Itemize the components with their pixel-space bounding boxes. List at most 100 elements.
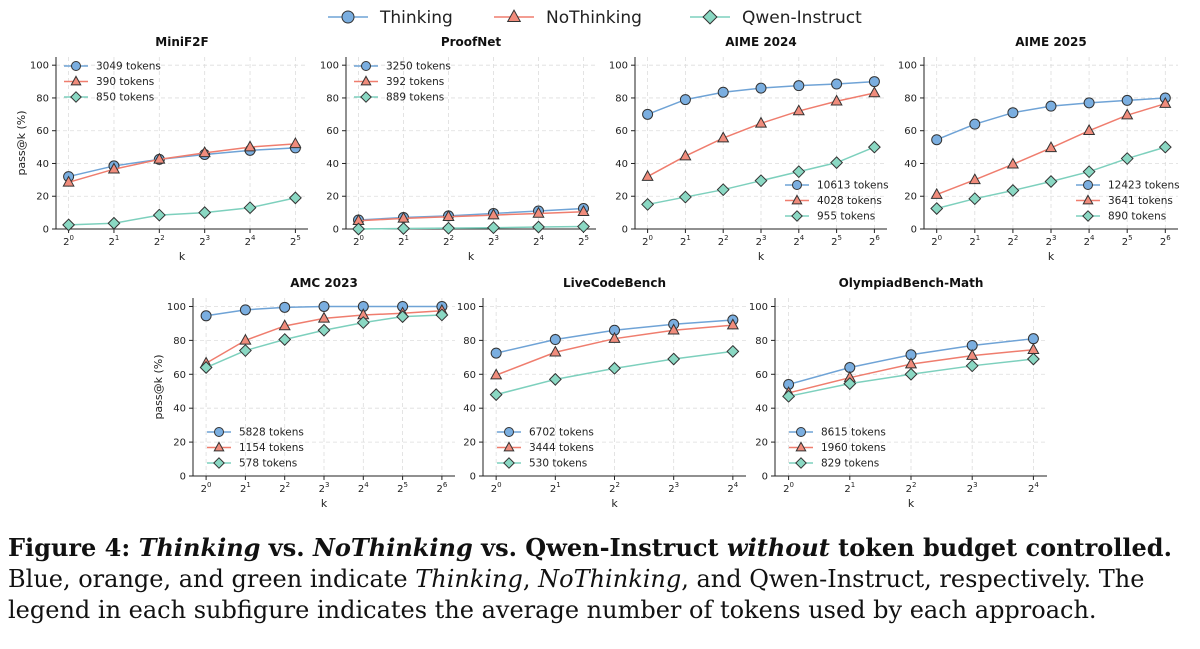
data-point	[442, 221, 455, 235]
legend-label: 390 tokens	[96, 76, 154, 88]
legend-marker	[796, 427, 806, 437]
x-tick-label: 22	[718, 234, 729, 248]
data-point	[1044, 175, 1058, 188]
top-legend-item: Thinking	[328, 8, 453, 28]
figure-caption: Figure 4: Thinking vs. NoThinking vs. Qw…	[8, 532, 1194, 626]
data-point	[726, 344, 740, 358]
caption-label: Figure 4:	[8, 533, 139, 562]
data-point	[679, 94, 691, 106]
data-point	[577, 205, 590, 217]
data-point	[608, 361, 621, 375]
data-point	[1045, 100, 1057, 112]
data-point	[62, 175, 75, 187]
x-tick-label: 20	[201, 481, 212, 495]
data-point	[716, 183, 730, 197]
legend-marker	[214, 427, 224, 437]
legend-label: 850 tokens	[96, 92, 154, 104]
data-point	[238, 344, 252, 358]
data-point	[318, 300, 330, 312]
legend-entry: 392 tokens	[354, 75, 444, 88]
series-line	[358, 207, 584, 221]
legend-marker	[504, 427, 514, 437]
data-point	[435, 308, 449, 322]
caption-t2: vs.	[260, 533, 313, 562]
legend-marker	[795, 441, 807, 452]
chart-panel: 0 20 40 60 80 100 20 21 22 23 24 25 26 AMC 2023 k pass@…	[152, 276, 455, 510]
data-point	[1082, 165, 1096, 179]
x-axis-label: k	[468, 250, 475, 263]
x-tick-label: 22	[154, 234, 165, 248]
data-point	[356, 316, 370, 330]
data-point	[200, 310, 212, 322]
data-point	[278, 333, 292, 346]
chart-title: ProofNet	[441, 35, 502, 49]
figure: Thinking NoThinking Qwen-Instruct 0 20 40 60 80…	[15, 8, 1180, 510]
top-legend-item: NoThinking	[494, 8, 642, 28]
x-tick-label: 23	[319, 481, 330, 495]
x-tick-label: 20	[63, 234, 74, 248]
y-tick-label: 0	[622, 225, 628, 236]
legend-entry: 4028 tokens	[785, 194, 882, 207]
legend-label: 12423 tokens	[1108, 180, 1180, 192]
legend-entry: 8615 tokens	[789, 427, 886, 439]
chart-title: OlympiadBench-Math	[839, 276, 984, 290]
legend-label: 3641 tokens	[1108, 195, 1173, 207]
x-tick-label: 25	[1122, 234, 1133, 248]
data-point	[1121, 108, 1134, 120]
legend-entry: 390 tokens	[64, 75, 154, 88]
legend-label: 530 tokens	[529, 458, 587, 470]
x-tick-label: 24	[533, 234, 544, 248]
data-point	[549, 334, 561, 346]
legend-marker	[795, 457, 807, 469]
x-tick-label: 23	[1046, 234, 1057, 248]
y-tick-label: 0	[43, 225, 49, 236]
legend-marker	[361, 61, 371, 71]
chart-panel: 0 20 40 60 80 100 20 21 22 23 24 LiveCodeBench k 6702…	[457, 276, 746, 510]
legend-marker	[503, 441, 515, 452]
legend-label: 8615 tokens	[821, 427, 886, 439]
legend-label: 955 tokens	[817, 211, 875, 223]
chart-title: AMC 2023	[290, 276, 358, 290]
data-point	[793, 80, 805, 92]
data-point	[678, 190, 692, 204]
x-tick-label: 25	[831, 234, 842, 248]
y-tick-label: 40	[755, 404, 768, 415]
y-tick-label: 40	[463, 404, 476, 415]
y-tick-label: 40	[904, 159, 917, 170]
y-tick-label: 80	[36, 93, 49, 104]
legend-entry: 3049 tokens	[64, 61, 161, 73]
x-tick-label: 21	[969, 234, 980, 248]
legend-label: 392 tokens	[386, 76, 444, 88]
data-point	[867, 140, 881, 154]
data-point	[968, 192, 982, 206]
y-tick-label: 20	[36, 192, 49, 203]
data-point	[153, 152, 166, 164]
data-point	[288, 191, 302, 205]
x-tick-label: 20	[353, 234, 364, 248]
legend-marker	[213, 441, 225, 452]
x-tick-label: 20	[783, 481, 794, 495]
x-tick-label: 26	[1160, 234, 1171, 248]
legend-label: 1960 tokens	[821, 442, 886, 454]
chart-title: AIME 2024	[725, 35, 796, 49]
y-tick-label: 0	[180, 472, 186, 483]
y-tick-label: 20	[904, 192, 917, 203]
data-point	[490, 368, 503, 380]
legend-marker	[70, 75, 82, 86]
x-axis-label: k	[1048, 250, 1055, 263]
y-tick-label: 20	[463, 438, 476, 449]
data-point	[198, 206, 212, 220]
data-point	[532, 220, 545, 234]
x-tick-label: 26	[436, 481, 447, 495]
x-axis-label: k	[179, 250, 186, 263]
legend-label: 6702 tokens	[529, 427, 594, 439]
data-point	[641, 197, 655, 211]
data-point	[1158, 140, 1172, 154]
caption-b2: Thinking	[415, 565, 523, 593]
data-point	[198, 146, 211, 158]
legend-marker	[1082, 194, 1094, 205]
caption-b4: NoThinking	[538, 565, 682, 593]
y-tick-label: 60	[326, 126, 339, 137]
legend-entry: 890 tokens	[1076, 210, 1166, 223]
data-point	[1026, 352, 1040, 366]
